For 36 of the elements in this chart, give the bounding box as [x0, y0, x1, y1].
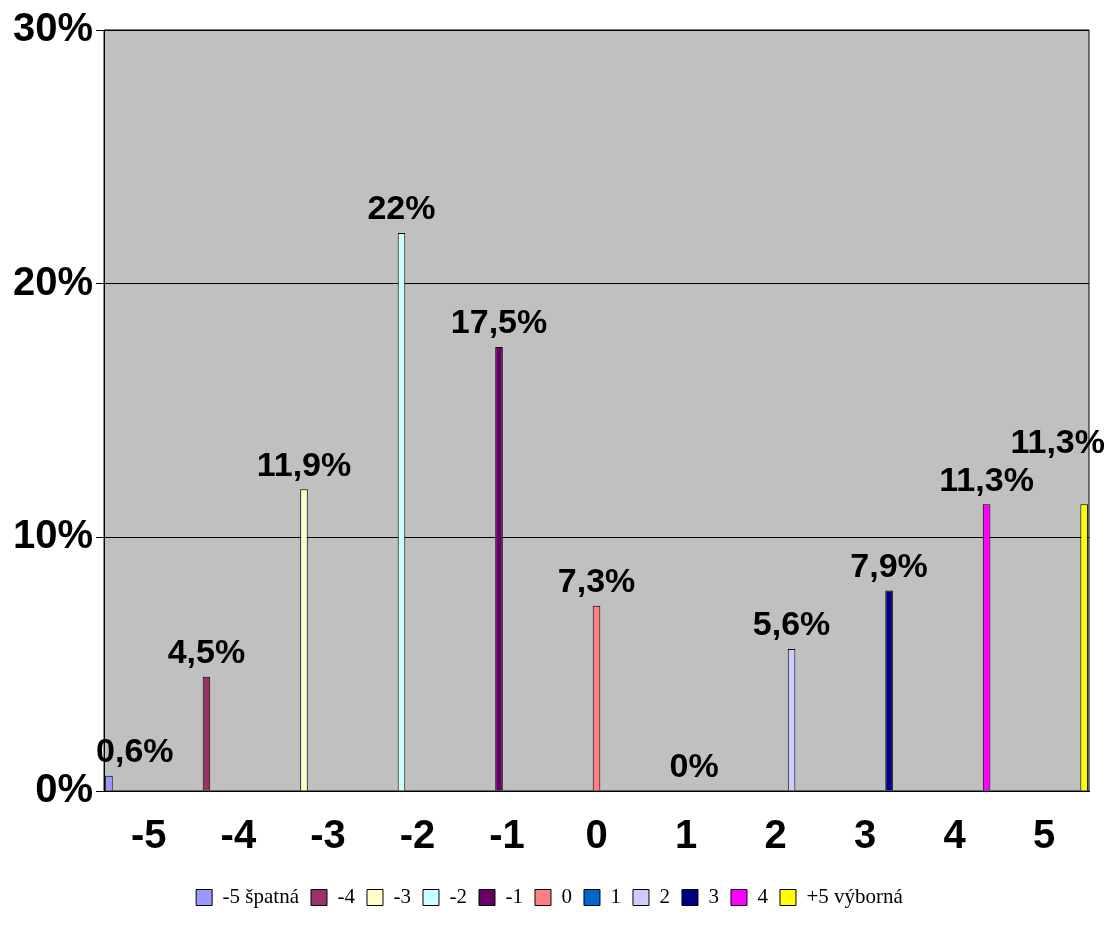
y-tick-label: 0%	[35, 766, 94, 811]
legend-label: 0	[561, 884, 572, 909]
y-tick-label: 30%	[13, 5, 94, 50]
data-label: 7,3%	[557, 561, 636, 600]
legend-label: -5 špatná	[222, 884, 300, 909]
data-label: 17,5%	[450, 302, 548, 341]
legend-label: -3	[393, 884, 411, 909]
x-tick-label: -5	[131, 812, 167, 857]
legend-label: 4	[757, 884, 769, 909]
x-tick-label: -4	[220, 812, 257, 857]
y-tick-label: 10%	[13, 512, 94, 557]
x-tick-label: 1	[674, 812, 698, 857]
x-tick-label: -1	[489, 812, 525, 857]
data-label: 11,9%	[256, 444, 352, 483]
x-tick-label: 5	[1033, 812, 1056, 857]
data-label: 22%	[367, 188, 436, 227]
legend-label: -4	[337, 884, 356, 909]
x-tick-label: -2	[399, 812, 436, 857]
x-tick-label: 2	[764, 812, 787, 857]
data-label: 5,6%	[752, 604, 831, 643]
y-tick-label: 20%	[13, 258, 94, 303]
legend-label: 1	[610, 884, 621, 909]
x-tick-label: -3	[310, 812, 346, 857]
data-label: 11,3%	[1010, 421, 1105, 460]
x-tick-label: 0	[585, 812, 608, 857]
data-label: 7,9%	[850, 545, 928, 584]
legend-label: 2	[659, 884, 670, 909]
x-tick-label: 4	[943, 812, 967, 857]
data-label: 0%	[669, 746, 719, 785]
legend-label: 3	[708, 884, 719, 909]
legend-label: -2	[449, 884, 467, 909]
legend-label: +5 výborná	[806, 884, 904, 909]
data-label: 4,5%	[167, 632, 246, 671]
data-label: 11,3%	[939, 459, 1034, 498]
legend-label: -1	[505, 884, 523, 909]
x-tick-label: 3	[854, 812, 877, 857]
